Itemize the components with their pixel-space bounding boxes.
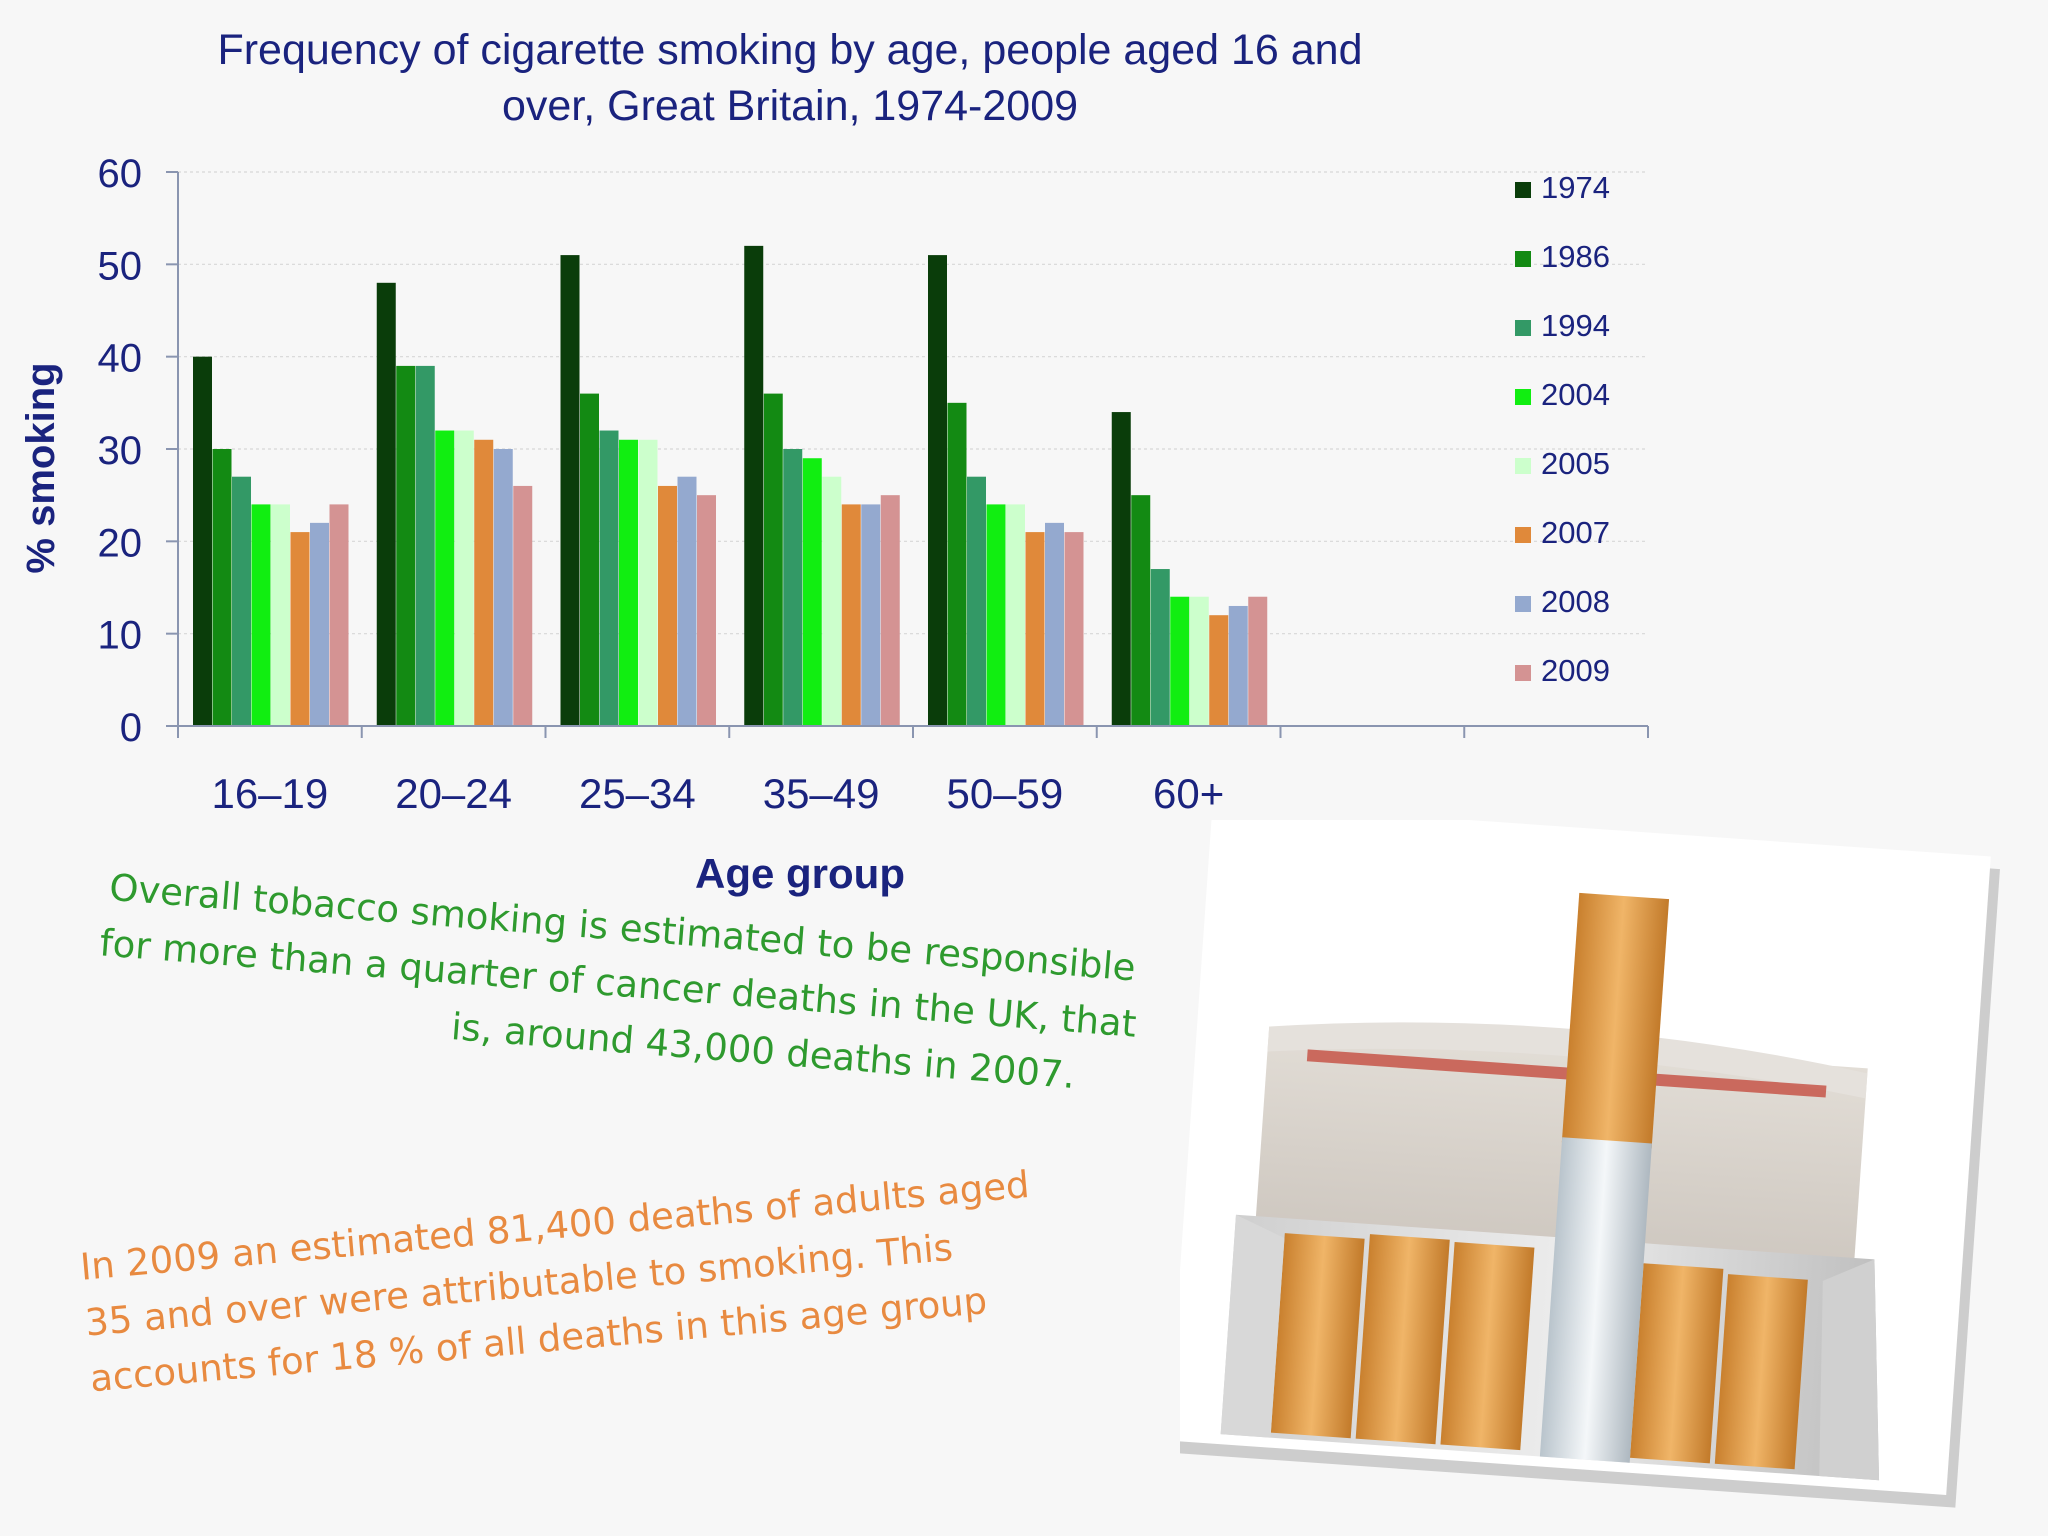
bar <box>1150 569 1170 726</box>
legend-swatch <box>1515 458 1531 474</box>
bar <box>212 449 232 726</box>
bar <box>861 504 881 726</box>
chart-title: Frequency of cigarette smoking by age, p… <box>100 22 1480 134</box>
y-tick-label: 10 <box>98 614 143 658</box>
x-tick-label: 25–34 <box>579 770 696 817</box>
legend-label: 2008 <box>1541 584 1610 619</box>
bar <box>474 439 494 726</box>
bar <box>1045 522 1064 726</box>
x-tick-label: 50–59 <box>946 770 1063 817</box>
legend-swatch <box>1515 389 1531 405</box>
x-tick-label: 35–49 <box>763 770 880 817</box>
bar <box>1209 615 1229 726</box>
legend: 1974 1986 1994 2004 2005 2007 2008 2009 <box>1515 170 1610 688</box>
bar <box>1064 532 1084 726</box>
bar <box>1228 605 1248 726</box>
legend-swatch <box>1515 182 1531 198</box>
bar <box>967 476 986 726</box>
bar <box>638 439 658 726</box>
y-tick-label: 0 <box>120 706 142 750</box>
legend-swatch <box>1515 596 1531 612</box>
bar <box>677 476 697 726</box>
bar <box>329 504 349 726</box>
y-tick-label: 30 <box>98 429 143 473</box>
x-tick-label: 16–19 <box>211 770 328 817</box>
legend-label: 2005 <box>1541 446 1610 481</box>
y-axis-label: % smoking <box>19 362 63 573</box>
bar <box>232 476 251 726</box>
bar <box>193 356 212 726</box>
legend-label: 1986 <box>1541 239 1610 274</box>
bar <box>376 282 396 726</box>
y-tick-label: 20 <box>98 521 143 565</box>
bar <box>415 365 435 726</box>
bar <box>947 402 967 726</box>
bar <box>1189 596 1209 726</box>
bar <box>290 532 310 726</box>
bar <box>310 522 329 726</box>
bar <box>560 255 580 726</box>
bar <box>802 458 822 726</box>
x-axis-label: Age group <box>695 850 905 897</box>
bar <box>783 449 803 726</box>
x-tick-label: 60+ <box>1153 770 1224 817</box>
bar <box>658 485 677 726</box>
bar <box>1170 596 1190 726</box>
bar <box>251 504 271 726</box>
bar <box>1131 495 1151 726</box>
bar <box>697 495 716 726</box>
gridlines <box>178 171 1648 635</box>
bars <box>193 245 1268 726</box>
legend-swatch <box>1515 251 1531 267</box>
x-tick-label: 20–24 <box>395 770 512 817</box>
bar <box>454 430 474 726</box>
chart-title-line-1: Frequency of cigarette smoking by age, p… <box>217 26 1363 74</box>
bar <box>513 485 533 726</box>
bar <box>822 476 842 726</box>
bar <box>580 393 599 726</box>
chart-title-line-2: over, Great Britain, 1974-2009 <box>501 82 1079 130</box>
legend-label: 1974 <box>1541 170 1610 205</box>
bar <box>1111 412 1131 726</box>
legend-label: 2007 <box>1541 515 1610 550</box>
legend-label: 2004 <box>1541 377 1610 412</box>
bar <box>880 495 900 726</box>
bar <box>396 365 416 726</box>
bar <box>841 504 861 726</box>
bar <box>271 504 290 726</box>
bar <box>599 430 619 726</box>
legend-swatch <box>1515 665 1531 681</box>
y-tick-label: 50 <box>98 244 143 288</box>
bar <box>1006 504 1025 726</box>
bar <box>986 504 1006 726</box>
cigarette-pack-photo <box>1180 820 2000 1508</box>
legend-label: 2009 <box>1541 653 1610 688</box>
bar-chart: 0 10 20 30 40 50 60 16–19 20–24 25–34 35–49 50–59 60… <box>19 152 1649 897</box>
axes: 0 10 20 30 40 50 60 16–19 20–24 25–34 35–49 50–59 60… <box>98 152 1649 817</box>
bar <box>435 430 455 726</box>
bar <box>763 393 783 726</box>
bar <box>493 449 513 726</box>
bar <box>744 245 764 726</box>
smoking-deaths-caption: In 2009 an estimated 81,400 deaths of ad… <box>78 1157 1041 1407</box>
legend-swatch <box>1515 527 1531 543</box>
bar <box>928 255 947 726</box>
bar <box>619 439 638 726</box>
bar <box>1248 596 1268 726</box>
legend-swatch <box>1515 320 1531 336</box>
y-tick-label: 40 <box>98 337 143 381</box>
legend-label: 1994 <box>1541 308 1610 343</box>
bar <box>1025 532 1045 726</box>
y-tick-label: 60 <box>98 152 143 196</box>
